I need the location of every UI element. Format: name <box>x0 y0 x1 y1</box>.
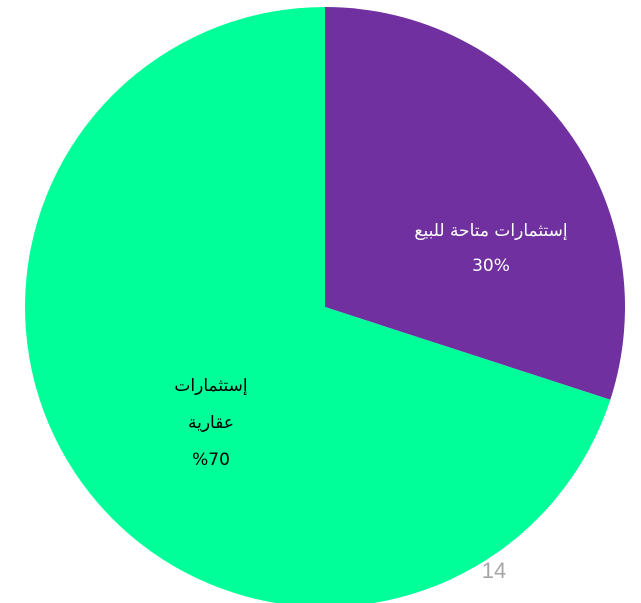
pie-slice-label-line: %70 <box>192 450 230 470</box>
pie-slice-label-line: إستثمارات <box>174 376 247 396</box>
pie-slice-label-2: إستثمارات عقارية %70 <box>174 376 247 470</box>
pie-slice-label-line: 30% <box>472 256 510 276</box>
pie-labels: إستثمارات متاحة للبيع 30% إستثمارات عقارية%… <box>174 221 567 470</box>
page-number: 14 <box>482 558 506 583</box>
pie-slice-label-line: عقارية <box>188 413 234 433</box>
pie-slice-label-1: إستثمارات متاحة للبيع 30% <box>414 221 567 276</box>
pie-slice-1 <box>325 7 625 400</box>
pie-slice-label-line: إستثمارات متاحة للبيع <box>414 221 567 241</box>
pie-slices <box>25 7 625 603</box>
pie-slice-2 <box>25 7 611 603</box>
